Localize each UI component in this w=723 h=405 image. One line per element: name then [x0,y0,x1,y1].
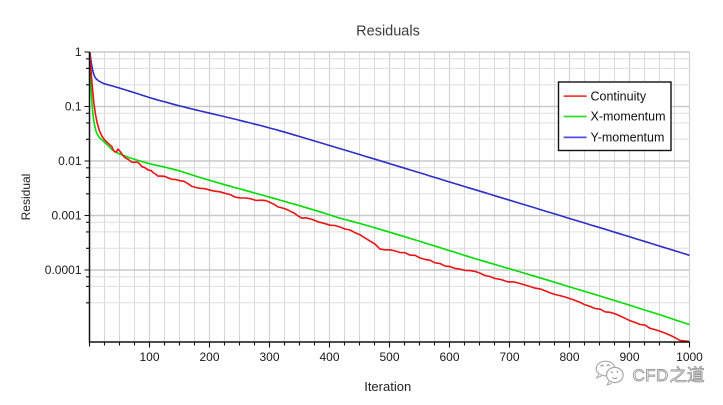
svg-text:200: 200 [199,350,219,364]
svg-text:X-momentum: X-momentum [591,110,666,124]
svg-text:0.1: 0.1 [65,100,82,114]
svg-text:Iteration: Iteration [364,379,411,394]
svg-text:Residuals: Residuals [356,24,420,40]
svg-text:0.01: 0.01 [58,154,82,168]
svg-text:Continuity: Continuity [591,89,647,103]
svg-text:900: 900 [619,350,639,364]
svg-text:0.001: 0.001 [51,209,81,223]
svg-text:1000: 1000 [676,350,703,364]
svg-text:300: 300 [259,350,279,364]
svg-text:400: 400 [319,350,339,364]
svg-text:700: 700 [499,350,519,364]
svg-text:1: 1 [75,45,82,59]
svg-text:Y-momentum: Y-momentum [591,131,665,145]
svg-text:Residual: Residual [19,174,33,221]
svg-text:500: 500 [379,350,399,364]
svg-text:100: 100 [139,350,159,364]
svg-text:600: 600 [439,350,459,364]
svg-text:800: 800 [559,350,579,364]
svg-text:0.0001: 0.0001 [45,263,82,277]
svg-text:CFD: CFD [633,366,669,385]
